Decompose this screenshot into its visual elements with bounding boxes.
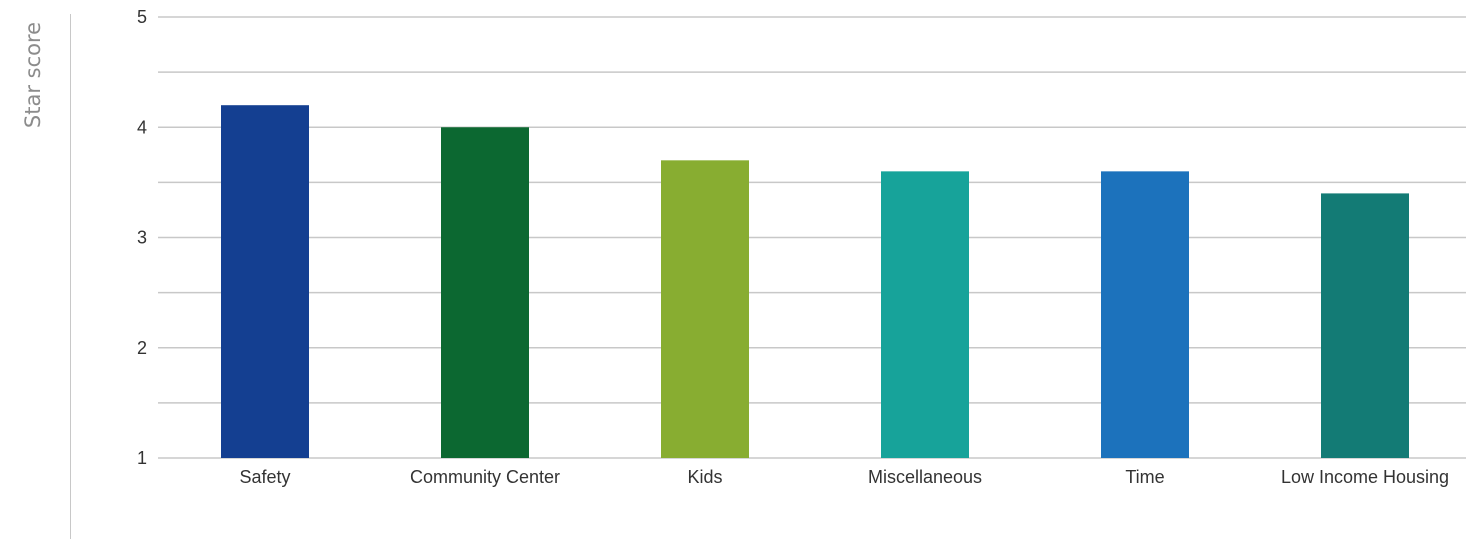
bars: [221, 105, 1409, 458]
y-tick-label: 4: [137, 117, 147, 137]
x-axis-ticks: Safety Community Center Kids Miscellaneous T…: [239, 467, 1449, 487]
bar: [1101, 171, 1189, 458]
bar: [881, 171, 969, 458]
y-tick-label: 3: [137, 228, 147, 248]
x-tick-label: Low Income Housing: [1281, 467, 1449, 487]
gridlines: [158, 16, 1466, 459]
y-tick-label: 2: [137, 338, 147, 358]
x-tick-label: Kids: [687, 467, 722, 487]
x-tick-label: Community Center: [410, 467, 560, 487]
bar: [1321, 193, 1409, 458]
bar: [661, 160, 749, 458]
y-tick-label: 5: [137, 7, 147, 27]
x-tick-label: Time: [1125, 467, 1164, 487]
bar: [441, 127, 529, 458]
y-tick-label: 1: [137, 448, 147, 468]
y-axis-ticks: 1 2 3 4 5: [137, 7, 147, 468]
x-tick-label: Safety: [239, 467, 290, 487]
x-tick-label: Miscellaneous: [868, 467, 982, 487]
bar: [221, 105, 309, 458]
y-axis-divider: [70, 14, 71, 539]
